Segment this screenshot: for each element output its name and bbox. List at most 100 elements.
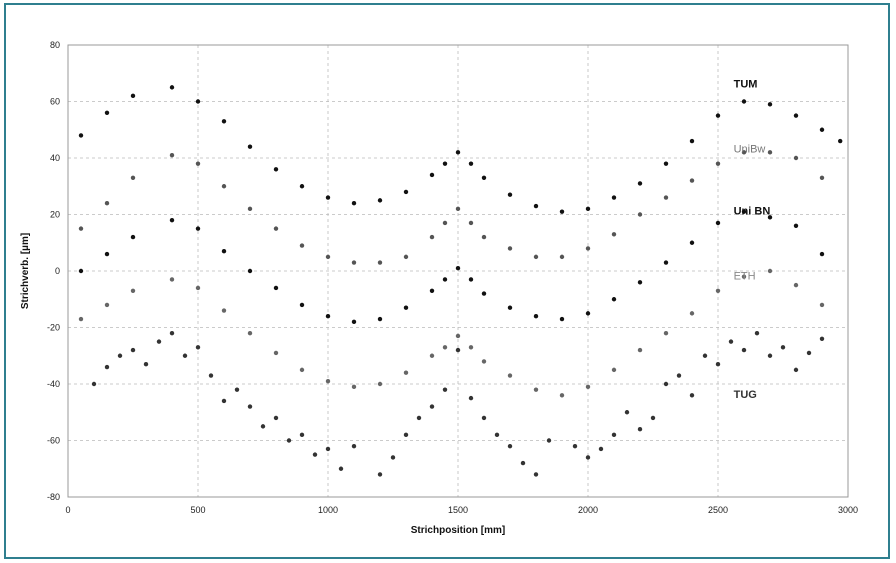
- data-point: [624, 410, 630, 415]
- y-tick-label: -40: [47, 379, 60, 389]
- data-point: [481, 234, 487, 240]
- data-point: [195, 285, 201, 291]
- data-point: [208, 373, 214, 378]
- data-point: [819, 251, 825, 257]
- data-point: [325, 446, 331, 452]
- data-point: [767, 268, 773, 274]
- data-point: [299, 302, 305, 308]
- data-point: [507, 373, 513, 378]
- data-point: [481, 415, 487, 421]
- data-point: [559, 254, 565, 260]
- data-point: [117, 353, 123, 358]
- data-point: [741, 209, 747, 214]
- data-point: [455, 206, 461, 212]
- data-point: [130, 234, 136, 240]
- data-point: [169, 330, 175, 336]
- data-point: [754, 330, 760, 336]
- data-point: [299, 184, 305, 189]
- data-point: [533, 254, 539, 260]
- data-point: [273, 285, 279, 291]
- data-point: [663, 161, 669, 166]
- series-tum: [78, 85, 843, 214]
- data-point: [819, 175, 825, 180]
- series-eth: [78, 268, 825, 398]
- data-point: [689, 138, 695, 144]
- x-tick-label: 2000: [578, 505, 598, 515]
- data-points: [78, 85, 843, 477]
- data-point: [806, 350, 812, 356]
- data-point: [715, 220, 721, 226]
- x-axis-label: Strichposition [mm]: [411, 525, 505, 536]
- data-point: [104, 201, 110, 206]
- data-point: [702, 353, 708, 358]
- data-point: [325, 314, 331, 319]
- data-point: [793, 223, 799, 228]
- data-point: [663, 330, 669, 336]
- y-tick-label: 40: [50, 153, 60, 163]
- data-point: [403, 189, 409, 195]
- data-point: [585, 311, 591, 316]
- data-point: [572, 443, 578, 449]
- data-point: [195, 161, 201, 166]
- data-point: [494, 432, 500, 438]
- x-tick-label: 3000: [838, 505, 858, 515]
- x-tick-label: 0: [65, 505, 70, 515]
- data-point: [130, 288, 136, 293]
- data-point: [377, 198, 383, 203]
- data-point: [468, 277, 474, 282]
- data-point: [403, 432, 409, 438]
- series-label: ETH: [734, 270, 756, 282]
- data-point: [247, 268, 253, 274]
- data-point: [104, 302, 110, 308]
- data-point: [559, 393, 565, 398]
- data-point: [130, 347, 136, 353]
- data-point: [481, 359, 487, 364]
- data-point: [91, 381, 97, 387]
- y-tick-label: -80: [47, 492, 60, 502]
- y-tick-label: 0: [55, 266, 60, 276]
- data-point: [767, 353, 773, 358]
- data-point: [585, 384, 591, 390]
- data-point: [533, 387, 539, 392]
- data-point: [403, 370, 409, 375]
- series-label: UniBw: [734, 143, 766, 155]
- data-point: [442, 161, 448, 166]
- data-point: [533, 203, 539, 209]
- data-point: [325, 195, 331, 200]
- data-point: [455, 333, 461, 339]
- data-point: [741, 150, 747, 155]
- data-point: [325, 378, 331, 384]
- data-point: [351, 260, 357, 265]
- data-point: [611, 232, 617, 237]
- data-point: [169, 277, 175, 282]
- data-point: [689, 178, 695, 183]
- plot-area: [67, 44, 849, 498]
- data-point: [273, 350, 279, 356]
- data-point: [767, 215, 773, 220]
- data-point: [429, 234, 435, 240]
- data-point: [78, 133, 84, 138]
- data-point: [351, 201, 357, 206]
- data-point: [130, 175, 136, 180]
- data-point: [507, 305, 513, 310]
- data-point: [559, 209, 565, 214]
- series-label: TUG: [734, 389, 757, 401]
- data-point: [403, 254, 409, 260]
- data-point: [598, 446, 604, 452]
- axes: 80 60 40 20 0 -20 -40 -60 -80 0 500 1000 1500 2000 250…: [47, 40, 858, 515]
- data-point: [689, 311, 695, 316]
- data-point: [325, 254, 331, 260]
- data-point: [429, 288, 435, 293]
- data-point: [689, 393, 695, 398]
- series-unibw: [78, 150, 825, 265]
- data-point: [221, 119, 227, 124]
- data-point: [221, 249, 227, 254]
- data-point: [273, 415, 279, 421]
- data-point: [104, 364, 110, 370]
- data-point: [429, 353, 435, 358]
- data-point: [221, 308, 227, 313]
- data-point: [247, 404, 253, 409]
- data-point: [377, 472, 383, 477]
- data-point: [741, 347, 747, 353]
